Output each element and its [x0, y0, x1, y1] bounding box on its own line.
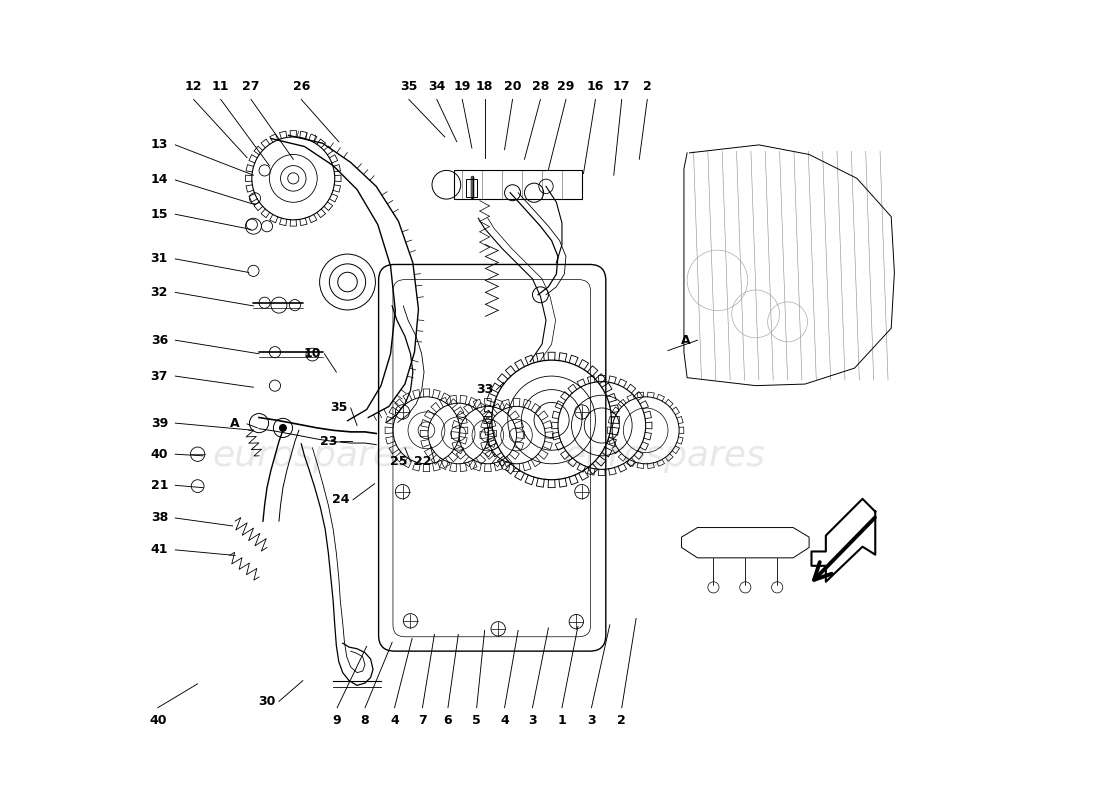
- Text: 30: 30: [258, 695, 276, 708]
- Text: 38: 38: [151, 511, 168, 525]
- Text: 1: 1: [558, 714, 566, 727]
- Text: 35: 35: [330, 402, 348, 414]
- Text: 41: 41: [151, 543, 168, 556]
- Bar: [454, 170, 582, 199]
- Text: 24: 24: [332, 493, 350, 506]
- Text: 16: 16: [586, 80, 604, 93]
- Text: 18: 18: [476, 80, 493, 93]
- Text: 33: 33: [476, 383, 493, 396]
- Text: 36: 36: [151, 334, 168, 346]
- Text: 4: 4: [500, 714, 509, 727]
- Text: 25: 25: [389, 455, 407, 468]
- Text: 20: 20: [504, 80, 521, 93]
- Text: 19: 19: [453, 80, 471, 93]
- Text: 22: 22: [414, 455, 431, 468]
- Text: 5: 5: [472, 714, 481, 727]
- Text: eurospares: eurospares: [563, 439, 764, 473]
- Text: 32: 32: [151, 286, 168, 299]
- Text: 12: 12: [185, 80, 202, 93]
- Text: 2: 2: [642, 80, 651, 93]
- Text: 2: 2: [617, 714, 626, 727]
- Text: 14: 14: [151, 174, 168, 186]
- Text: 34: 34: [428, 80, 446, 93]
- Text: 31: 31: [151, 252, 168, 266]
- Text: 29: 29: [558, 80, 574, 93]
- Text: 40: 40: [148, 714, 166, 727]
- Text: 10: 10: [304, 347, 321, 360]
- Circle shape: [279, 424, 287, 432]
- Text: 23: 23: [320, 435, 337, 448]
- Text: 27: 27: [242, 80, 260, 93]
- Text: A: A: [681, 334, 691, 346]
- Text: 40: 40: [151, 448, 168, 461]
- Text: 28: 28: [531, 80, 549, 93]
- Text: 15: 15: [151, 208, 168, 221]
- Text: 37: 37: [151, 370, 168, 382]
- Text: 3: 3: [528, 714, 537, 727]
- Text: eurospares: eurospares: [212, 439, 415, 473]
- Text: A: A: [230, 418, 240, 430]
- Text: 3: 3: [587, 714, 596, 727]
- Text: 13: 13: [151, 138, 168, 151]
- Text: 21: 21: [151, 479, 168, 492]
- Text: 26: 26: [293, 80, 310, 93]
- Text: 8: 8: [361, 714, 370, 727]
- Text: 4: 4: [390, 714, 399, 727]
- Text: 39: 39: [151, 417, 168, 430]
- Text: 6: 6: [443, 714, 452, 727]
- Text: 35: 35: [400, 80, 418, 93]
- Text: 11: 11: [212, 80, 230, 93]
- Text: 7: 7: [418, 714, 427, 727]
- Bar: [466, 179, 477, 197]
- Text: 17: 17: [613, 80, 630, 93]
- Text: 9: 9: [333, 714, 341, 727]
